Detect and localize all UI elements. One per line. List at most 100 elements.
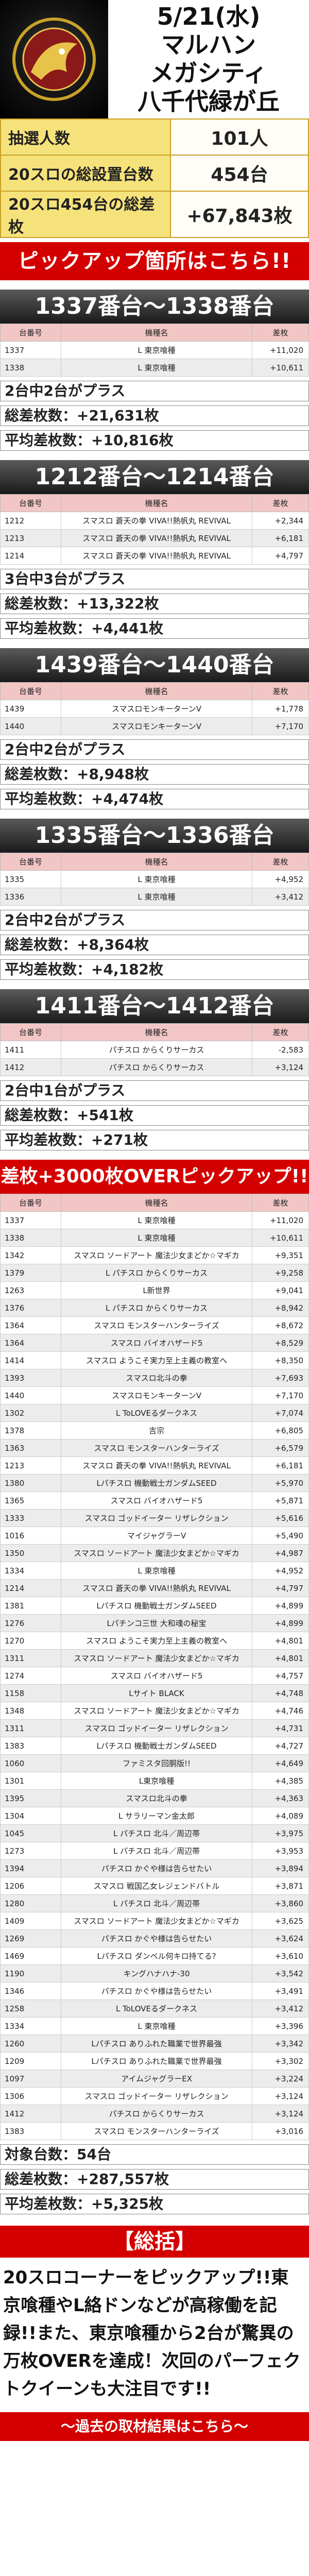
machine-number: 1333 xyxy=(0,1509,61,1527)
machine-diff: +2,344 xyxy=(252,512,309,530)
machine-number: 1214 xyxy=(0,547,61,565)
machine-diff: +6,579 xyxy=(252,1439,309,1457)
big-table-body: 1337 L 東京喰種 +11,020 1338 L 東京喰種 +10,611 1342 スマ… xyxy=(0,1211,309,2140)
machine-diff: +7,074 xyxy=(252,1404,309,1422)
header-name: 機種名 xyxy=(61,324,252,342)
summary-label: 20スロ454台の総差枚 xyxy=(0,191,171,238)
machine-number: 1383 xyxy=(0,1737,61,1755)
machine-name: スマスロ バイオハザード5 xyxy=(61,1334,252,1352)
table-row: 1342 スマスロ ソードアート 魔法少女まどか☆マギカ +9,351 xyxy=(0,1246,309,1264)
machine-number: 1383 xyxy=(0,2122,61,2140)
store-name-line-3: 八千代緑が丘 xyxy=(138,88,280,116)
machine-name: パチスロ かぐや様は告らせたい xyxy=(61,1929,252,1947)
machine-diff: +4,899 xyxy=(252,1597,309,1615)
table-row: 1016 マイジャグラーV +5,490 xyxy=(0,1527,309,1545)
table-header-row: 台番号 機種名 差枚 xyxy=(0,853,309,871)
header: 5/21(水) マルハン メガシティ 八千代緑が丘 xyxy=(0,0,309,118)
header-num: 台番号 xyxy=(0,324,61,342)
section-title: 1411番台～1412番台 xyxy=(0,989,309,1023)
machine-number: 1381 xyxy=(0,1597,61,1615)
machine-number: 1409 xyxy=(0,1912,61,1930)
average-diff: 平均差枚数：+4,474枚 xyxy=(0,789,309,809)
table-row: 1097 アイムジャグラーEX +3,224 xyxy=(0,2070,309,2088)
table-row: 1214 スマスロ 蒼天の拳 VIVA!!熱帆丸 REVIVAL +4,797 xyxy=(0,547,309,565)
table-row: 1334 L 東京喰種 +4,952 xyxy=(0,1562,309,1580)
machine-name: パチスロ からくりサーカス xyxy=(61,1041,252,1059)
average-diff: 平均差枚数：+4,441枚 xyxy=(0,618,309,639)
machine-diff: +3,224 xyxy=(252,2070,309,2088)
machine-diff: +4,952 xyxy=(252,1562,309,1580)
machine-number: 1212 xyxy=(0,512,61,530)
machine-diff: +9,258 xyxy=(252,1264,309,1282)
table-row: 1469 Lパチスロ ダンベル何キロ持てる? +3,610 xyxy=(0,1947,309,1965)
machine-name: パチスロ かぐや様は告らせたい xyxy=(61,1982,252,2000)
machine-number: 1338 xyxy=(0,1229,61,1247)
machine-number: 1213 xyxy=(0,1456,61,1475)
machine-name: L 東京喰種 xyxy=(61,359,252,377)
machine-name: L パチスロ 北斗／周辺帯 xyxy=(61,1894,252,1912)
machine-name: ファミスタ回胴版!! xyxy=(61,1754,252,1772)
plus-count: 2台中2台がプラス xyxy=(0,381,309,401)
table-row: 1409 スマスロ ソードアート 魔法少女まどか☆マギカ +3,625 xyxy=(0,1912,309,1930)
machine-diff: +9,041 xyxy=(252,1281,309,1299)
machine-diff: +3,975 xyxy=(252,1824,309,1842)
machine-diff: +3,396 xyxy=(252,2017,309,2035)
table-row: 1045 L パチスロ 北斗／周辺帯 +3,975 xyxy=(0,1824,309,1842)
big-section-table: 台番号 機種名 差枚 1337 L 東京喰種 +11,020 1338 L 東京喰種 +1… xyxy=(0,1194,309,2140)
machine-number: 1306 xyxy=(0,2087,61,2105)
machine-diff: +7,170 xyxy=(252,717,309,735)
machine-diff: +3,894 xyxy=(252,1859,309,1877)
machine-diff: +1,778 xyxy=(252,700,309,718)
section-table: 台番号 機種名 差枚 1411 パチスロ からくりサーカス -2,583 1412 パチスロ … xyxy=(0,1023,309,1076)
machine-diff: +4,797 xyxy=(252,1579,309,1597)
machine-name: スマスロ モンスターハンターライズ xyxy=(61,1316,252,1334)
machine-name: スマスロ モンスターハンターライズ xyxy=(61,2122,252,2140)
table-row: 1263 L新世界 +9,041 xyxy=(0,1281,309,1299)
total-diff: 総差枚数：+13,322枚 xyxy=(0,594,309,614)
machine-diff: +4,385 xyxy=(252,1772,309,1790)
plus-count: 3台中3台がプラス xyxy=(0,569,309,589)
machine-number: 1335 xyxy=(0,870,61,888)
table-row: 1393 スマスロ北斗の拳 +7,693 xyxy=(0,1369,309,1387)
total-diff: 総差枚数：+8,948枚 xyxy=(0,764,309,785)
pickup-sections: 1337番台～1338番台 台番号 機種名 差枚 1337 L 東京喰種 +11,020 13… xyxy=(0,290,309,1150)
machine-name: スマスロモンキーターンV xyxy=(61,700,252,718)
machine-name: L 東京喰種 xyxy=(61,1562,252,1580)
machine-number: 1469 xyxy=(0,1947,61,1965)
machine-name: アイムジャグラーEX xyxy=(61,2070,252,2088)
machine-number: 1334 xyxy=(0,2017,61,2035)
table-row: 1213 スマスロ 蒼天の拳 VIVA!!熱帆丸 REVIVAL +6,181 xyxy=(0,1456,309,1475)
machine-name: Lパチスロ 機動戦士ガンダムSEED xyxy=(61,1597,252,1615)
table-row: 1302 L ToLOVEるダークネス +7,074 xyxy=(0,1404,309,1422)
table-row: 1190 キングハナハナ-30 +3,542 xyxy=(0,1964,309,1982)
plus-count: 2台中2台がプラス xyxy=(0,910,309,930)
machine-diff: +3,542 xyxy=(252,1964,309,1982)
table-row: 1333 スマスロ ゴッドイーター リザレクション +5,616 xyxy=(0,1509,309,1527)
machine-name: L パチスロ 北斗／周辺帯 xyxy=(61,1824,252,1842)
machine-number: 1302 xyxy=(0,1404,61,1422)
machine-diff: +8,529 xyxy=(252,1334,309,1352)
summary-row: 抽選人数 101人 xyxy=(0,118,309,156)
machine-name: L東京喰種 xyxy=(61,1772,252,1790)
table-row: 1214 スマスロ 蒼天の拳 VIVA!!熱帆丸 REVIVAL +4,797 xyxy=(0,1579,309,1597)
table-row: 1311 スマスロ ゴッドイーター リザレクション +4,731 xyxy=(0,1719,309,1737)
machine-number: 1276 xyxy=(0,1614,61,1632)
table-row: 1212 スマスロ 蒼天の拳 VIVA!!熱帆丸 REVIVAL +2,344 xyxy=(0,512,309,530)
table-row: 1206 スマスロ 戦国乙女レジェンドバトル +3,871 xyxy=(0,1877,309,1895)
header-text: 5/21(水) マルハン メガシティ 八千代緑が丘 xyxy=(108,0,309,118)
machine-number: 1258 xyxy=(0,1999,61,2018)
header-diff: 差枚 xyxy=(252,853,309,871)
table-row: 1311 スマスロ ソードアート 魔法少女まどか☆マギカ +4,801 xyxy=(0,1649,309,1667)
conclusion-text: 20スロコーナーをピックアップ!!東京喰種やL絡ドンなどが高稼働を記録!!また、… xyxy=(3,2267,301,2399)
big-target-count: 対象台数：54台 xyxy=(0,2144,309,2165)
summary-table: 抽選人数 101人 20スロの総設置台数 454台 20スロ454台の総差枚 +… xyxy=(0,118,309,238)
machine-name: パチスロ かぐや様は告らせたい xyxy=(61,1859,252,1877)
machine-name: スマスロ ようこそ実力至上主義の教室へ xyxy=(61,1632,252,1650)
machine-diff: +4,797 xyxy=(252,547,309,565)
table-row: 1274 スマスロ バイオハザード5 +4,757 xyxy=(0,1667,309,1685)
average-diff: 平均差枚数：+271枚 xyxy=(0,1130,309,1150)
event-date: 5/21(水) xyxy=(157,2,261,30)
machine-number: 1304 xyxy=(0,1807,61,1825)
section-table: 台番号 機種名 差枚 1212 スマスロ 蒼天の拳 VIVA!!熱帆丸 REVIVAL +… xyxy=(0,494,309,565)
past-results-link[interactable]: ～過去の取材結果はこちら～ xyxy=(0,2412,309,2441)
